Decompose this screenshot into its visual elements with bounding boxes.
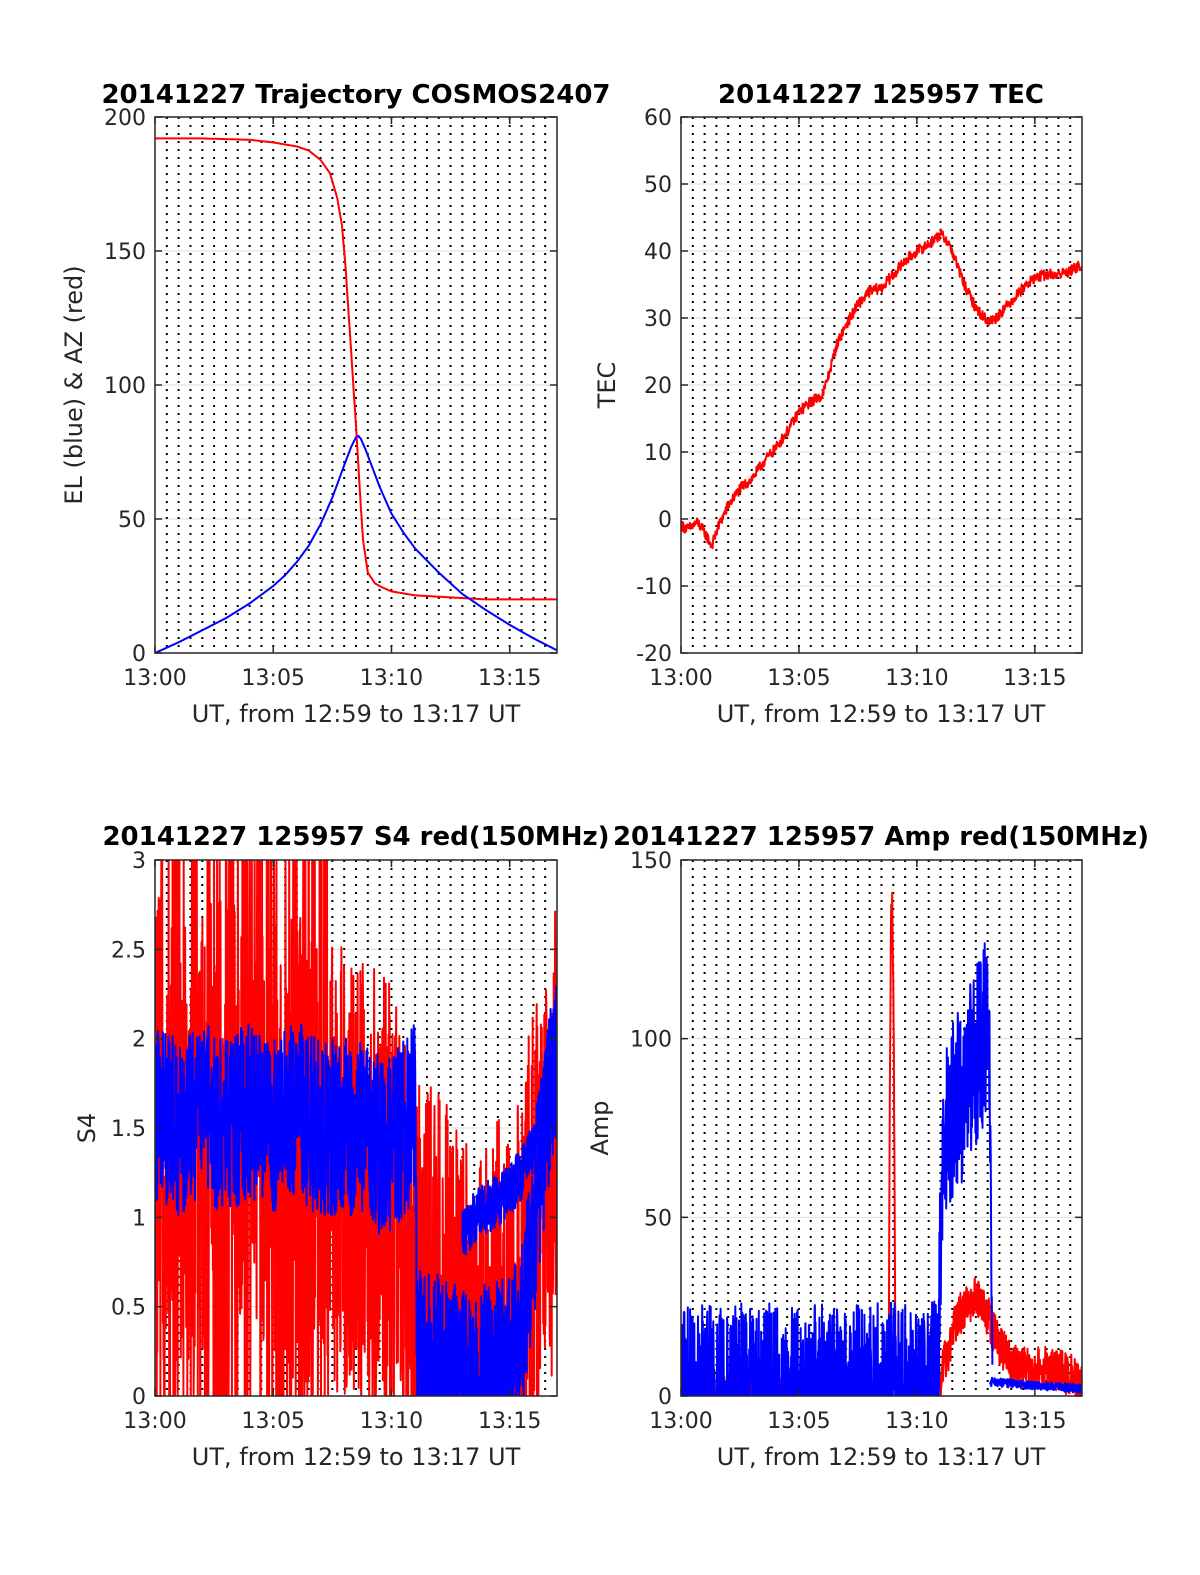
s4-panel: 20141227 125957 S4 red(150MHz) S4 UT, fr… <box>73 822 610 1471</box>
s4-ytick-label: 2.5 <box>111 938 146 963</box>
s4-ytick-label: 1 <box>132 1206 146 1231</box>
s4-ytick-label: 2 <box>132 1028 146 1053</box>
trajectory-xlabel: UT, from 12:59 to 13:17 UT <box>192 700 521 728</box>
trajectory-ytick-label: 100 <box>104 374 146 399</box>
s4-xtick-label: 13:10 <box>360 1409 423 1434</box>
trajectory-xtick-label: 13:05 <box>242 666 305 691</box>
trajectory-ytick-label: 50 <box>118 508 146 533</box>
amp-ytick-label: 50 <box>644 1206 672 1231</box>
tec-xtick-label: 13:00 <box>649 666 712 691</box>
amp-xtick-label: 13:15 <box>1003 1409 1066 1434</box>
s4-ytick-label: 3 <box>132 849 146 874</box>
tec-ylabel: TEC <box>593 362 621 410</box>
tec-ytick-label: 30 <box>644 307 672 332</box>
tec-xlabel: UT, from 12:59 to 13:17 UT <box>717 700 1046 728</box>
s4-series-line-0 <box>155 860 557 1396</box>
trajectory-series-line-0 <box>155 137 557 601</box>
s4-axes: 0 0.5 1 1.5 2 2.5 3 13:00 13:05 13:10 13:15 <box>111 849 558 1434</box>
amp-ylabel: Amp <box>586 1100 614 1155</box>
amp-ytick-label: 0 <box>658 1385 672 1410</box>
amp-xlabel: UT, from 12:59 to 13:17 UT <box>717 1443 1046 1471</box>
trajectory-axes: 0 50 100 150 200 13:00 13:05 13:10 13:15 <box>104 106 558 691</box>
amp-xtick-label: 13:10 <box>885 1409 948 1434</box>
s4-ytick-label: 0 <box>132 1385 146 1410</box>
s4-ylabel: S4 <box>73 1113 101 1144</box>
tec-xtick-label: 13:15 <box>1003 666 1066 691</box>
s4-ytick-label: 1.5 <box>111 1117 146 1142</box>
tec-ytick-label: 40 <box>644 240 672 265</box>
s4-xtick-label: 13:00 <box>123 1409 186 1434</box>
tec-xtick-label: 13:10 <box>885 666 948 691</box>
s4-xtick-label: 13:05 <box>242 1409 305 1434</box>
trajectory-ylabel: EL (blue) & AZ (red) <box>60 265 88 504</box>
trajectory-xtick-label: 13:15 <box>478 666 541 691</box>
tec-ytick-label: -10 <box>636 575 672 600</box>
amp-series-line-2 <box>989 1376 1082 1394</box>
trajectory-ytick-label: 150 <box>104 240 146 265</box>
amp-axes: 0 50 100 150 13:00 13:05 13:10 13:15 <box>630 849 1083 1434</box>
amp-xtick-label: 13:00 <box>649 1409 712 1434</box>
tec-xtick-label: 13:05 <box>767 666 830 691</box>
amp-title: 20141227 125957 Amp red(150MHz) <box>613 822 1149 852</box>
tec-title: 20141227 125957 TEC <box>718 80 1044 110</box>
trajectory-ytick-label: 0 <box>132 642 146 667</box>
s4-xtick-label: 13:15 <box>478 1409 541 1434</box>
s4-xlabel: UT, from 12:59 to 13:17 UT <box>192 1443 521 1471</box>
s4-series-line-1 <box>155 985 557 1396</box>
s4-ytick-label: 0.5 <box>111 1296 146 1321</box>
trajectory-panel: 20141227 Trajectory COSMOS2407 EL (blue)… <box>60 80 611 728</box>
tec-ytick-label: 60 <box>644 106 672 131</box>
tec-ytick-label: 10 <box>644 441 672 466</box>
trajectory-title: 20141227 Trajectory COSMOS2407 <box>101 80 610 110</box>
amp-series-line-1 <box>681 942 994 1396</box>
tec-ytick-label: 50 <box>644 173 672 198</box>
tec-panel: 20141227 125957 TEC TEC UT, from 12:59 t… <box>593 80 1083 728</box>
trajectory-xtick-label: 13:00 <box>123 666 186 691</box>
amp-panel: 20141227 125957 Amp red(150MHz) Amp UT, … <box>586 822 1149 1471</box>
s4-title: 20141227 125957 S4 red(150MHz) <box>102 822 609 852</box>
s4-series-line-2 <box>461 1000 557 1256</box>
tec-ytick-label: 20 <box>644 374 672 399</box>
amp-ytick-label: 100 <box>630 1028 672 1053</box>
amp-ytick-label: 150 <box>630 849 672 874</box>
tec-ytick-label: 0 <box>658 508 672 533</box>
tec-axes: -20 -10 0 10 20 30 40 50 60 13:00 13:05 13:10 13:15 <box>636 106 1083 691</box>
tec-ytick-label: -20 <box>636 642 672 667</box>
amp-axes-box <box>680 859 1083 1397</box>
trajectory-ytick-label: 200 <box>104 106 146 131</box>
amp-xtick-label: 13:05 <box>767 1409 830 1434</box>
trajectory-series-line-1 <box>155 434 557 653</box>
tec-series-line-0 <box>681 228 1082 550</box>
trajectory-xtick-label: 13:10 <box>360 666 423 691</box>
